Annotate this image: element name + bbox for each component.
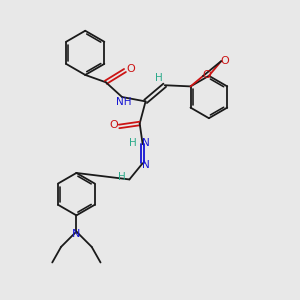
Text: N: N — [72, 229, 81, 239]
Text: O: O — [110, 120, 118, 130]
Text: O: O — [126, 64, 135, 74]
Text: H: H — [129, 138, 137, 148]
Text: NH: NH — [116, 97, 131, 107]
Text: N: N — [142, 160, 150, 170]
Text: N: N — [142, 138, 149, 148]
Text: O: O — [221, 56, 230, 66]
Text: H: H — [155, 73, 163, 83]
Text: H: H — [118, 172, 126, 182]
Text: O: O — [202, 70, 211, 80]
